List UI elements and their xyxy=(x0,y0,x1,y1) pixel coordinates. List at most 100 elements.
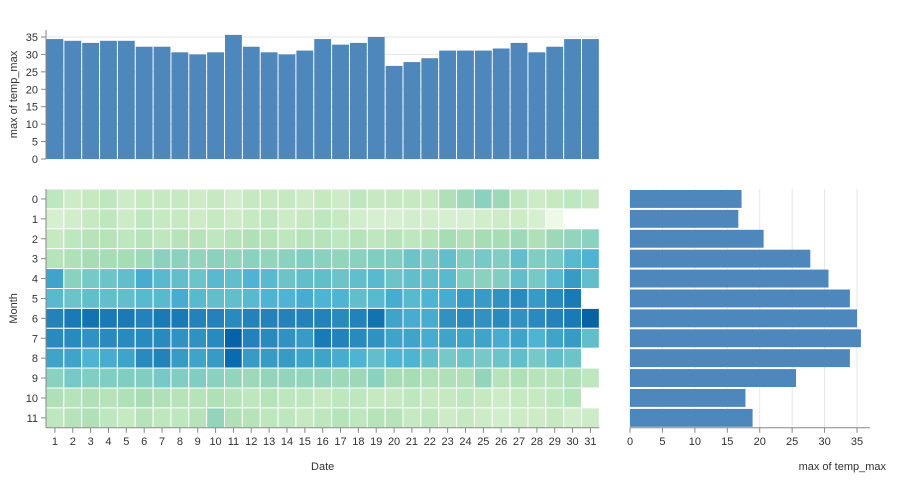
heatmap-cell xyxy=(259,327,279,349)
top-y-tick-label: 25 xyxy=(26,67,38,79)
heatmap-cell xyxy=(491,407,511,429)
top-bar xyxy=(296,50,314,160)
heatmap-cell xyxy=(545,208,565,230)
heatmap-cell xyxy=(313,367,333,389)
heatmap-x-tick-label: 13 xyxy=(263,436,275,448)
heatmap-cell xyxy=(224,367,243,389)
heatmap-cell xyxy=(563,407,583,429)
heatmap-cell xyxy=(402,407,422,429)
heatmap-cell xyxy=(63,208,83,230)
heatmap-cell xyxy=(295,327,315,349)
right-x-tick-label: 10 xyxy=(689,436,701,448)
heatmap-cell xyxy=(188,367,208,389)
heatmap-cell xyxy=(116,248,136,270)
heatmap-cell xyxy=(170,188,190,210)
heatmap-cell xyxy=(99,327,118,349)
heatmap-cell xyxy=(438,188,458,210)
heatmap-cell xyxy=(277,228,297,250)
heatmap-cell xyxy=(420,228,440,250)
heatmap-cell xyxy=(331,208,350,230)
heatmap-cell xyxy=(259,248,279,270)
heatmap-cell xyxy=(473,288,493,309)
heatmap-cell xyxy=(152,367,172,389)
heatmap-cell xyxy=(116,347,136,369)
heatmap-cell xyxy=(420,307,440,329)
heatmap-y-tick-label: 10 xyxy=(26,393,38,405)
heatmap-cell xyxy=(116,208,136,230)
heatmap-cell xyxy=(188,387,208,409)
heatmap-cell xyxy=(45,367,65,389)
heatmap-cell xyxy=(152,347,172,369)
right-gridlines xyxy=(629,189,858,428)
heatmap-cell xyxy=(438,327,458,349)
heatmap-cell xyxy=(456,367,475,389)
right-bar xyxy=(630,249,811,268)
heatmap-cell xyxy=(384,387,404,409)
heatmap-cell xyxy=(81,307,101,329)
heatmap-cell xyxy=(473,248,493,270)
heatmap-cell xyxy=(473,387,493,409)
top-bar xyxy=(135,46,153,159)
heatmap-cell xyxy=(366,347,386,369)
heatmap-x-tick-label: 19 xyxy=(370,436,382,448)
heatmap-cell xyxy=(348,307,368,329)
heatmap-cell xyxy=(63,188,83,210)
heatmap-cell xyxy=(456,208,475,230)
heatmap-cell xyxy=(581,268,600,290)
heatmap-cell xyxy=(45,288,65,309)
heatmap-cell xyxy=(206,367,225,389)
heatmap-cell xyxy=(313,288,333,309)
heatmap-cell xyxy=(366,208,386,230)
heatmap-cell xyxy=(63,307,83,329)
top-bar xyxy=(171,52,189,159)
heatmap-cell xyxy=(152,248,172,270)
heatmap-cell xyxy=(99,268,118,290)
heatmap-cell xyxy=(99,307,118,329)
heatmap-cell xyxy=(509,268,529,290)
heatmap-cell xyxy=(348,407,368,429)
heatmap-cell xyxy=(206,268,225,290)
heatmap-cell xyxy=(473,268,493,290)
top-bar xyxy=(492,48,510,159)
heatmap-x-tick-label: 24 xyxy=(459,436,471,448)
heatmap-cell xyxy=(527,268,547,290)
heatmap-cell xyxy=(116,268,136,290)
heatmap-cell xyxy=(259,367,279,389)
heatmap-cell xyxy=(259,347,279,369)
heatmap-cell xyxy=(224,208,243,230)
heatmap-cell xyxy=(384,268,404,290)
top-bar xyxy=(439,50,457,160)
top-bar xyxy=(546,46,564,159)
heatmap-cell xyxy=(509,208,529,230)
right-x-tick-label: 5 xyxy=(659,436,665,448)
heatmap-cell xyxy=(295,347,315,369)
heatmap-cell xyxy=(241,407,261,429)
heatmap-cell xyxy=(563,347,583,369)
heatmap-cell xyxy=(134,367,154,389)
heatmap-cell xyxy=(134,288,154,309)
heatmap-x-tick-label: 4 xyxy=(105,436,111,448)
heatmap-cell xyxy=(366,288,386,309)
heatmap-cell xyxy=(188,188,208,210)
heatmap-cell xyxy=(563,307,583,329)
right-x-tick-label: 30 xyxy=(818,436,830,448)
heatmap-cell xyxy=(331,268,350,290)
top-bar xyxy=(225,34,242,159)
heatmap-cell xyxy=(509,188,529,210)
heatmap-y-axis: 0 1 2 3 4 5 6 7 8 9 10 11 xyxy=(26,189,47,428)
top-bar xyxy=(528,52,546,159)
heatmap-cell xyxy=(63,268,83,290)
heatmap-cell xyxy=(224,288,243,309)
heatmap-y-tick-label: 4 xyxy=(32,274,38,286)
heatmap-cell xyxy=(438,208,458,230)
right-bar xyxy=(630,329,861,348)
top-bar xyxy=(385,65,403,159)
heatmap-cell xyxy=(563,188,583,210)
heatmap-cell xyxy=(366,268,386,290)
heatmap-cell xyxy=(456,347,475,369)
heatmap-chart: 1 2 3 4 5 6 7 8 9 10 11 12 13 14 15 16 17 18 19 20 21 22 23 24 2… xyxy=(8,188,600,473)
heatmap-cell xyxy=(384,288,404,309)
heatmap-cell xyxy=(295,188,315,210)
heatmap-cell xyxy=(188,407,208,429)
heatmap-cell xyxy=(313,188,333,210)
